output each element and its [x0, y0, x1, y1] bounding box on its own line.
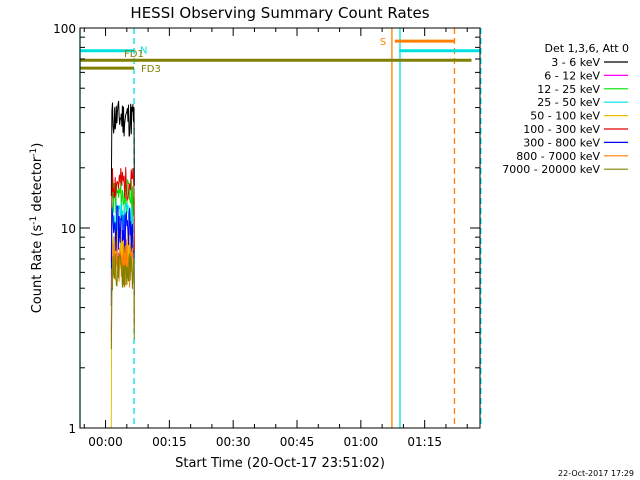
- legend-entry-label-8: 7000 - 20000 keV: [502, 163, 600, 176]
- y-axis: 1 10 100: [53, 22, 480, 436]
- series-trace-8: [110, 252, 135, 350]
- legend-title: Det 1,3,6, Att 0: [545, 42, 629, 55]
- y-axis-label: Count Rate (s-1 detector-1): [29, 143, 45, 314]
- legend-entry-label-1: 6 - 12 keV: [544, 69, 600, 82]
- series-trace-0: [110, 100, 135, 197]
- chart-title: HESSI Observing Summary Count Rates: [130, 4, 429, 22]
- legend-entry-label-7: 800 - 7000 keV: [516, 150, 600, 163]
- timestamp: 22-Oct-2017 17:29: [558, 469, 634, 478]
- y-tick-label-1: 10: [61, 222, 76, 236]
- x-tick-label-3: 00:45: [280, 435, 315, 449]
- y-tick-label-2: 100: [53, 22, 76, 36]
- legend-entry-label-5: 100 - 300 keV: [523, 123, 600, 136]
- legend-entry-label-4: 50 - 100 keV: [530, 110, 600, 123]
- x-tick-label-1: 00:15: [152, 435, 187, 449]
- y-tick-label-0: 1: [68, 422, 76, 436]
- x-axis: 00:00 00:15 00:30 00:45 01:00 01:15: [83, 28, 468, 449]
- legend-entry-label-2: 12 - 25 keV: [537, 83, 600, 96]
- legend-entry-label-3: 25 - 50 keV: [537, 96, 600, 109]
- annotation-label-fd1: FD1: [124, 49, 144, 60]
- series-trace-5: [110, 167, 135, 262]
- annotation-label-fd3: FD3: [141, 64, 161, 75]
- legend-entry-label-6: 300 - 800 keV: [523, 136, 600, 149]
- x-tick-label-5: 01:15: [407, 435, 442, 449]
- legend-entry-label-0: 3 - 6 keV: [551, 56, 600, 69]
- x-tick-label-0: 00:00: [88, 435, 123, 449]
- x-tick-label-2: 00:30: [216, 435, 251, 449]
- x-tick-label-4: 01:00: [344, 435, 379, 449]
- plot-frame: [79, 27, 481, 429]
- annotation-label-s: S: [380, 37, 386, 48]
- annotation-label-n: N: [140, 46, 147, 57]
- x-axis-label: Start Time (20-Oct-17 23:51:02): [175, 456, 385, 471]
- series-trace-6: [110, 205, 135, 306]
